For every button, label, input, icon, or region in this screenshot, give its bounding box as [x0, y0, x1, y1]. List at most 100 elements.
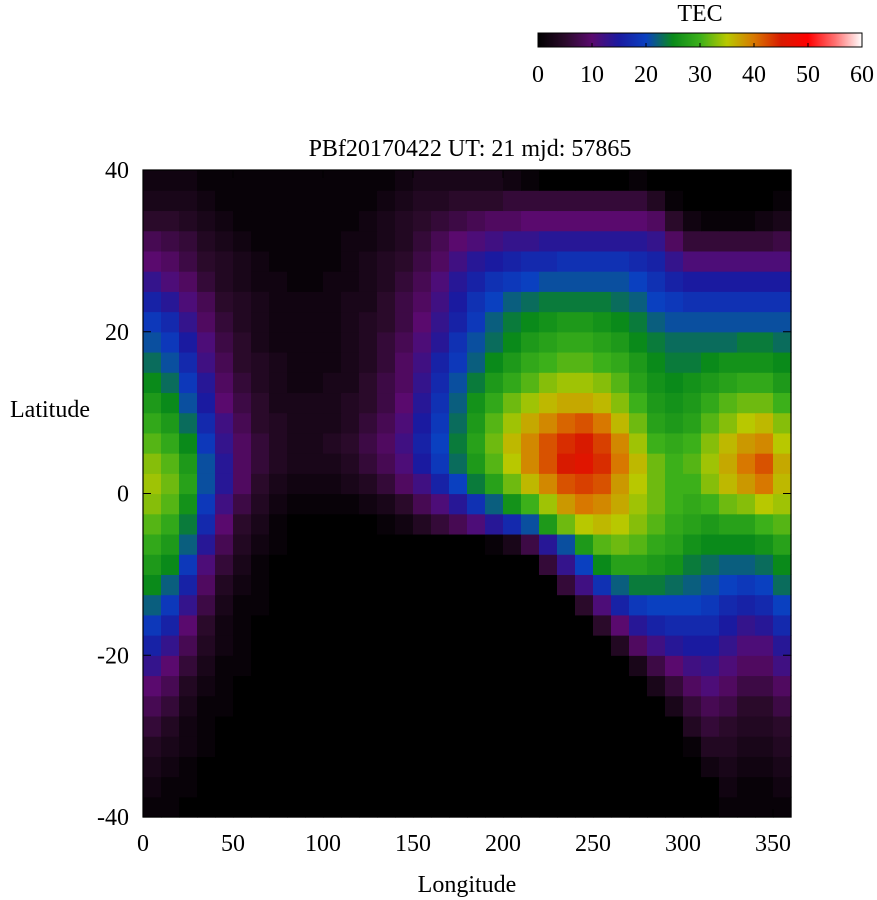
heatmap-cell — [575, 250, 594, 272]
heatmap-cell — [413, 210, 432, 232]
heatmap-cell — [161, 756, 180, 778]
heatmap-cell — [215, 493, 234, 515]
heatmap-cell — [575, 533, 594, 555]
heatmap-cell — [629, 311, 648, 333]
heatmap-cell — [287, 250, 306, 272]
heatmap-cell — [503, 271, 522, 292]
heatmap-cell — [377, 594, 396, 616]
heatmap-cell — [737, 554, 756, 575]
heatmap-cell — [755, 756, 774, 778]
heatmap-cell — [557, 291, 576, 313]
heatmap-cell — [197, 432, 216, 454]
heatmap-cell — [593, 594, 612, 616]
heatmap-cell — [359, 594, 378, 616]
heatmap-cell — [629, 432, 648, 454]
heatmap-cell — [395, 695, 414, 717]
heatmap-cell — [485, 351, 504, 373]
heatmap-cell — [737, 614, 756, 636]
y-tick-label: 0 — [117, 482, 129, 508]
heatmap-cell — [521, 635, 540, 656]
heatmap-cell — [485, 574, 504, 596]
heatmap-cell — [377, 291, 396, 313]
heatmap-cell — [359, 372, 378, 394]
heatmap-cell — [305, 473, 324, 495]
heatmap-cell — [377, 756, 396, 778]
chart-title: PBf20170422 UT: 21 mjd: 57865 — [309, 136, 632, 162]
heatmap-cell — [485, 432, 504, 454]
heatmap-cell — [755, 453, 774, 474]
heatmap-cell — [341, 574, 360, 596]
heatmap-cell — [341, 635, 360, 656]
heatmap-cell — [629, 493, 648, 515]
heatmap-cell — [161, 331, 180, 353]
heatmap-cell — [467, 715, 486, 737]
heatmap-cell — [179, 756, 198, 778]
heatmap-cell — [251, 614, 270, 636]
heatmap-cell — [197, 796, 216, 818]
heatmap-cell — [161, 473, 180, 495]
heatmap-cell — [161, 533, 180, 555]
heatmap-cell — [143, 331, 162, 353]
heatmap-cell — [323, 533, 342, 555]
heatmap-cell — [665, 291, 684, 313]
heatmap-cell — [359, 392, 378, 414]
heatmap-cell — [575, 675, 594, 697]
heatmap-cell — [143, 271, 162, 292]
heatmap-cell — [251, 432, 270, 454]
heatmap-cell — [287, 736, 306, 757]
heatmap-cell — [251, 190, 270, 212]
heatmap-cell — [539, 170, 558, 191]
heatmap-cell — [503, 412, 522, 434]
heatmap-cell — [719, 311, 738, 333]
heatmap-cell — [287, 756, 306, 778]
heatmap-cell — [305, 736, 324, 757]
heatmap-cell — [557, 695, 576, 717]
heatmap-cell — [593, 796, 612, 818]
heatmap-cell — [755, 655, 774, 677]
heatmap-cell — [323, 271, 342, 292]
heatmap-cell — [575, 392, 594, 414]
heatmap-cell — [485, 291, 504, 313]
heatmap-cell — [305, 250, 324, 272]
heatmap-cell — [665, 533, 684, 555]
heatmap-cell — [503, 695, 522, 717]
heatmap-cell — [215, 351, 234, 373]
heatmap-cell — [305, 210, 324, 232]
heatmap-cell — [575, 655, 594, 677]
heatmap-cell — [323, 796, 342, 818]
heatmap-cell — [575, 331, 594, 353]
heatmap-cell — [611, 291, 630, 313]
heatmap-cell — [251, 331, 270, 353]
heatmap-cell — [503, 170, 522, 191]
heatmap-cell — [359, 493, 378, 515]
heatmap-cell — [341, 675, 360, 697]
colorbar-tick-label: 60 — [850, 62, 874, 88]
heatmap-cell — [701, 594, 720, 616]
heatmap-cell — [269, 655, 288, 677]
heatmap-cell — [161, 190, 180, 212]
heatmap-cell — [521, 190, 540, 212]
heatmap-cell — [485, 715, 504, 737]
heatmap-cell — [503, 473, 522, 495]
heatmap-cell — [305, 493, 324, 515]
heatmap-cell — [629, 392, 648, 414]
heatmap-cell — [665, 311, 684, 333]
heatmap-cell — [305, 715, 324, 737]
heatmap-cell — [539, 190, 558, 212]
heatmap-cell — [287, 230, 306, 252]
heatmap-cell — [557, 513, 576, 535]
heatmap-cell — [413, 331, 432, 353]
heatmap-cell — [539, 412, 558, 434]
heatmap-cells — [143, 170, 792, 818]
heatmap-cell — [701, 250, 720, 272]
heatmap-cell — [323, 372, 342, 394]
heatmap-cell — [557, 655, 576, 677]
heatmap-cell — [449, 715, 468, 737]
heatmap-cell — [719, 533, 738, 555]
heatmap-cell — [647, 311, 666, 333]
heatmap-cell — [773, 675, 792, 697]
heatmap-cell — [593, 473, 612, 495]
heatmap-cell — [737, 796, 756, 818]
heatmap-cell — [503, 756, 522, 778]
heatmap-cell — [521, 271, 540, 292]
